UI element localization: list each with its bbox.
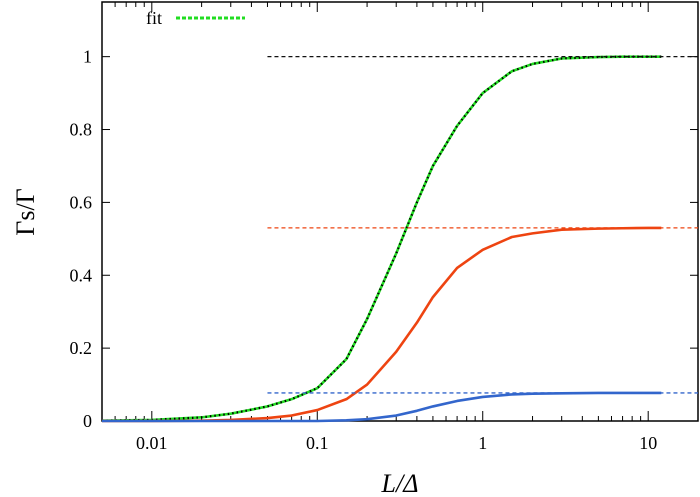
x-tick-label: 0.1: [306, 433, 329, 453]
x-tick-label: 0.01: [136, 433, 168, 453]
plot-frame: [101, 1, 699, 422]
axis-ticks: 0 0.2 0.4 0.6 0.8 1 0.01 0.1 1 10: [70, 2, 698, 453]
y-tick-label: 0.6: [70, 192, 93, 212]
series-line-3: [102, 391, 662, 423]
y-tick-label: 1: [83, 47, 92, 67]
legend: fit: [146, 8, 245, 28]
legend-label-fit: fit: [146, 8, 162, 28]
x-tick-label: 10: [639, 433, 657, 453]
series-line-0: [101, 55, 662, 422]
series-line-2: [102, 226, 662, 423]
series-line-1: [101, 55, 662, 422]
y-tick-label: 0.8: [70, 120, 93, 140]
x-axis-title: L/Δ: [381, 469, 419, 497]
y-axis-title: Γs/Γ: [11, 188, 40, 235]
series-group: [101, 55, 698, 423]
x-tick-label: 1: [478, 433, 487, 453]
y-tick-label: 0.4: [70, 265, 93, 285]
y-tick-label: 0.2: [70, 338, 93, 358]
y-tick-label: 0: [83, 411, 92, 431]
